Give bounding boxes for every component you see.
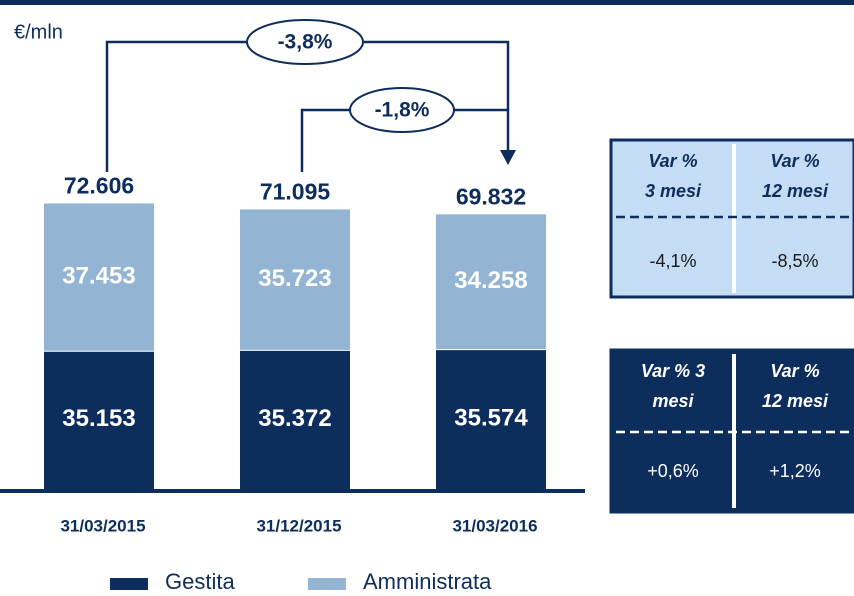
table-header: 3 mesi [645,181,702,201]
x-tick-label: 31/03/2016 [452,516,537,535]
annotation-bubble [349,87,455,133]
legend-label: Gestita [165,569,235,594]
value-label: 34.258 [454,267,527,294]
bars: 35.153 37.453 72.606 31/03/2015 35.372 35.723… [44,172,546,535]
total-label: 69.832 [456,183,526,209]
total-label: 71.095 [260,178,331,204]
value-label: 35.723 [258,265,331,292]
bar-segment [436,214,546,350]
table-header: Var % [648,151,697,171]
x-tick-label: 31/12/2015 [256,516,341,535]
legend: Gestita Amministrata [110,569,492,594]
total-label: 72.606 [64,172,134,198]
table-value: -8,5% [771,251,818,271]
value-label: 35.574 [454,404,528,431]
legend-swatch [308,578,346,590]
bar-segment [240,349,350,489]
bar-segment [44,203,154,351]
top-border [0,0,854,5]
arrow-head [500,150,516,165]
value-label: 37.453 [62,262,135,289]
legend-swatch [110,578,148,590]
x-tick-label: 31/03/2015 [60,516,145,535]
unit-label: €/mln [14,21,63,43]
bar-segment [44,350,154,489]
bar-segment [436,349,546,489]
bar-segment [240,209,350,350]
annotation: -1,8% [375,99,430,122]
tables: Var % 3 mesi -4,1% Var % 12 mesi -8,5% Var % 3… [609,138,854,514]
table-value: -4,1% [649,251,696,271]
table-header: 12 mesi [762,391,829,411]
table-value: +1,2% [769,461,821,481]
table-header: Var % 3 [641,361,705,381]
table-value: +0,6% [647,461,699,481]
table-header: mesi [652,391,694,411]
value-label: 35.372 [258,405,331,432]
table-header: Var % [770,361,819,381]
legend-label: Amministrata [363,569,492,594]
table-header: 12 mesi [762,181,829,201]
annotation-bubble [246,19,364,65]
annotation: -3,8% [278,31,333,54]
table-header: Var % [770,151,819,171]
value-label: 35.153 [62,405,135,432]
